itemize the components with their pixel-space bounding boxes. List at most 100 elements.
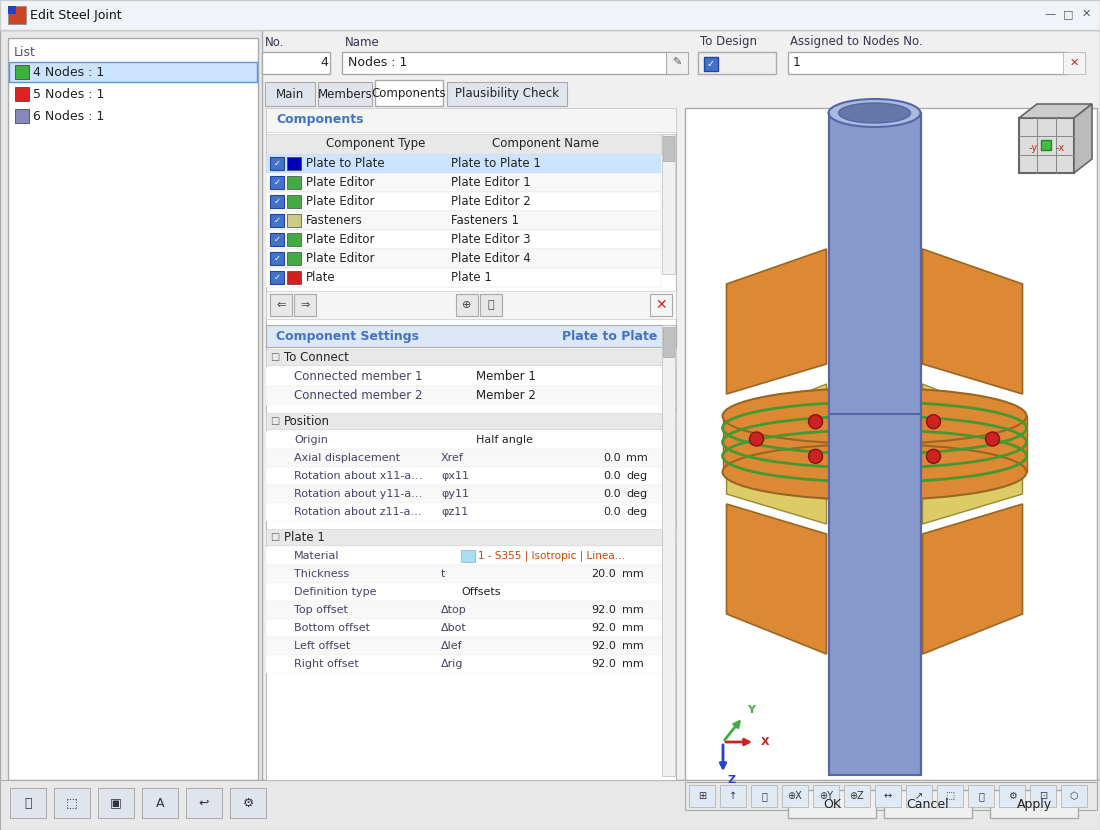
Bar bbox=[906, 785, 932, 807]
Bar bbox=[704, 57, 718, 71]
Bar bbox=[720, 785, 746, 807]
Bar bbox=[15, 109, 29, 123]
Text: ⊕Y: ⊕Y bbox=[820, 791, 833, 801]
Bar bbox=[266, 367, 676, 386]
Bar bbox=[266, 268, 661, 287]
Text: Plate Editor 2: Plate Editor 2 bbox=[451, 195, 530, 208]
Text: ✓: ✓ bbox=[274, 197, 280, 206]
Circle shape bbox=[986, 432, 1000, 446]
Text: Plate Editor: Plate Editor bbox=[306, 176, 374, 189]
Text: ✓: ✓ bbox=[274, 254, 280, 263]
Text: ⬚: ⬚ bbox=[945, 791, 955, 801]
Text: ✓: ✓ bbox=[274, 216, 280, 225]
Text: 👁: 👁 bbox=[761, 791, 767, 801]
Text: Plate Editor: Plate Editor bbox=[306, 195, 374, 208]
Bar bbox=[8, 38, 258, 780]
Text: Member 1: Member 1 bbox=[476, 370, 536, 383]
Bar bbox=[266, 565, 676, 583]
Polygon shape bbox=[726, 249, 826, 394]
Text: -y: -y bbox=[1028, 144, 1037, 154]
Text: X: X bbox=[761, 737, 770, 747]
Text: ✓: ✓ bbox=[707, 59, 715, 69]
Polygon shape bbox=[923, 504, 1023, 654]
Bar bbox=[287, 271, 301, 284]
Ellipse shape bbox=[828, 99, 921, 127]
Circle shape bbox=[926, 449, 940, 463]
Bar bbox=[662, 134, 675, 274]
Text: Component Name: Component Name bbox=[493, 138, 600, 150]
Text: Plate to Plate 1: Plate to Plate 1 bbox=[562, 330, 671, 343]
Text: Fasteners: Fasteners bbox=[306, 214, 363, 227]
Bar bbox=[266, 108, 676, 132]
Bar bbox=[270, 157, 284, 170]
Bar bbox=[456, 294, 478, 316]
Text: Half angle: Half angle bbox=[476, 435, 534, 445]
Text: 5 Nodes : 1: 5 Nodes : 1 bbox=[33, 89, 104, 101]
Text: ⬡: ⬡ bbox=[1069, 791, 1078, 801]
Bar bbox=[990, 790, 1078, 818]
Bar bbox=[266, 249, 661, 268]
Bar bbox=[375, 80, 443, 106]
Text: □: □ bbox=[270, 532, 279, 542]
Text: mm: mm bbox=[621, 659, 643, 669]
Text: 92.0: 92.0 bbox=[591, 623, 616, 633]
Text: Components: Components bbox=[276, 114, 363, 126]
Text: Plate Editor 3: Plate Editor 3 bbox=[451, 233, 530, 246]
Text: Origin: Origin bbox=[294, 435, 328, 445]
Text: Xref: Xref bbox=[441, 453, 464, 463]
Text: ⊕: ⊕ bbox=[462, 300, 472, 310]
Bar bbox=[1030, 785, 1056, 807]
Bar bbox=[294, 294, 316, 316]
Bar bbox=[54, 788, 90, 818]
Bar bbox=[266, 325, 676, 347]
Bar bbox=[266, 655, 676, 673]
Text: Components: Components bbox=[372, 87, 447, 100]
Bar bbox=[844, 785, 870, 807]
Bar bbox=[666, 52, 688, 74]
Text: 6 Nodes : 1: 6 Nodes : 1 bbox=[33, 110, 104, 124]
Polygon shape bbox=[828, 113, 921, 474]
Text: Nodes : 1: Nodes : 1 bbox=[348, 56, 407, 70]
Polygon shape bbox=[726, 384, 826, 524]
Bar bbox=[8, 6, 26, 24]
Bar bbox=[270, 294, 292, 316]
Polygon shape bbox=[723, 416, 1026, 472]
Text: 💾: 💾 bbox=[487, 300, 494, 310]
Text: Plate Editor: Plate Editor bbox=[306, 252, 374, 265]
Text: 92.0: 92.0 bbox=[591, 641, 616, 651]
Text: ✕: ✕ bbox=[656, 298, 667, 312]
Bar bbox=[266, 192, 661, 211]
Bar bbox=[685, 782, 1097, 810]
Bar bbox=[266, 529, 676, 545]
Text: ✎: ✎ bbox=[672, 58, 682, 68]
Text: 1: 1 bbox=[793, 56, 801, 70]
Text: No.: No. bbox=[265, 36, 285, 48]
Text: t: t bbox=[441, 569, 446, 579]
Bar bbox=[689, 785, 715, 807]
Text: ⚙: ⚙ bbox=[242, 797, 254, 809]
Bar bbox=[663, 327, 674, 357]
Bar bbox=[287, 252, 301, 265]
Polygon shape bbox=[726, 504, 826, 654]
Text: ✓: ✓ bbox=[274, 235, 280, 244]
Text: Z: Z bbox=[728, 775, 736, 785]
Text: ⇒: ⇒ bbox=[300, 300, 310, 310]
Bar bbox=[266, 386, 676, 405]
Bar bbox=[1062, 785, 1087, 807]
Ellipse shape bbox=[723, 444, 1026, 500]
Bar bbox=[10, 788, 46, 818]
Text: □: □ bbox=[270, 416, 279, 426]
Text: Material: Material bbox=[294, 551, 340, 561]
Text: -x: -x bbox=[1056, 144, 1065, 154]
Bar bbox=[788, 52, 1068, 74]
Text: Plate: Plate bbox=[306, 271, 336, 284]
Bar bbox=[342, 52, 672, 74]
Bar bbox=[270, 252, 284, 265]
Text: Edit Steel Joint: Edit Steel Joint bbox=[30, 8, 122, 22]
Text: Rotation about z11-a…: Rotation about z11-a… bbox=[294, 507, 421, 517]
Text: Plate 1: Plate 1 bbox=[451, 271, 492, 284]
Bar bbox=[782, 785, 808, 807]
Text: Plate Editor 1: Plate Editor 1 bbox=[451, 176, 530, 189]
Text: deg: deg bbox=[626, 489, 647, 499]
Text: 0.0: 0.0 bbox=[604, 489, 622, 499]
